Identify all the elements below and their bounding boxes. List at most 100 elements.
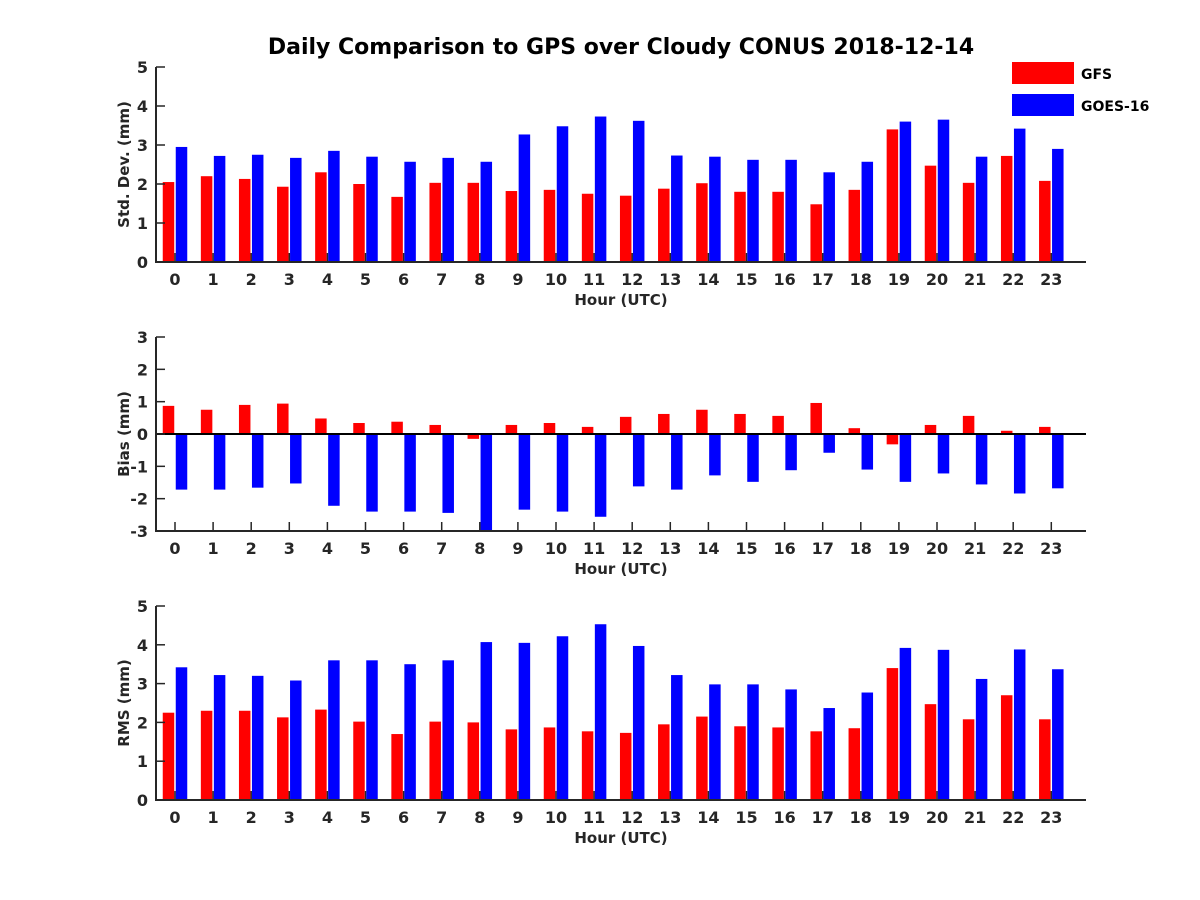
bar-gfs-20 (924, 424, 937, 434)
x-tick-label: 10 (545, 270, 567, 289)
x-tick-label: 13 (659, 270, 681, 289)
x-tick-label: 23 (1040, 270, 1062, 289)
x-tick-label: 4 (322, 270, 333, 289)
x-tick-label: 5 (360, 539, 371, 558)
bar-goes16-3 (290, 680, 302, 800)
y-axis-label: Bias (mm) (115, 391, 133, 477)
x-tick-label: 19 (888, 808, 910, 827)
x-tick-label: 21 (964, 539, 986, 558)
bar-goes16-0 (175, 146, 188, 262)
y-tick-label: 1 (137, 393, 148, 412)
bar-gfs-11 (581, 731, 594, 800)
bar-goes16-3 (290, 157, 302, 262)
bar-gfs-18 (848, 189, 861, 262)
x-tick-label: 12 (621, 808, 643, 827)
bar-goes16-6 (404, 434, 416, 512)
x-tick-label: 20 (926, 539, 948, 558)
x-tick-label: 5 (360, 808, 371, 827)
bar-gfs-3 (277, 717, 289, 800)
bar-goes16-10 (556, 126, 569, 262)
bar-gfs-20 (924, 165, 937, 262)
x-tick-label: 7 (436, 270, 447, 289)
bar-goes16-6 (404, 161, 416, 262)
bar-goes16-19 (899, 434, 912, 482)
x-tick-label: 10 (545, 539, 567, 558)
x-tick-label: 0 (169, 808, 180, 827)
bar-goes16-1 (213, 675, 226, 800)
x-tick-label: 21 (964, 808, 986, 827)
bar-gfs-7 (429, 182, 441, 262)
bar-goes16-20 (937, 649, 950, 800)
bar-gfs-21 (962, 182, 975, 262)
bar-goes16-13 (671, 155, 683, 262)
bar-gfs-10 (543, 727, 556, 800)
bar-goes16-9 (518, 642, 531, 800)
y-tick-label: 2 (137, 360, 148, 379)
x-tick-label: 1 (208, 270, 219, 289)
x-tick-label: 1 (208, 808, 219, 827)
x-tick-label: 23 (1040, 808, 1062, 827)
bar-gfs-18 (848, 428, 861, 434)
bar-gfs-21 (962, 415, 975, 434)
bar-gfs-23 (1039, 719, 1051, 800)
bar-gfs-20 (924, 704, 937, 800)
y-tick-label: 0 (137, 253, 148, 272)
x-tick-label: 13 (659, 539, 681, 558)
bar-gfs-6 (391, 734, 403, 800)
x-tick-label: 0 (169, 539, 180, 558)
bar-gfs-16 (772, 191, 784, 262)
bar-goes16-5 (366, 660, 378, 800)
bar-gfs-1 (200, 710, 213, 800)
bar-goes16-11 (594, 116, 607, 262)
bar-gfs-15 (734, 413, 746, 434)
x-tick-label: 22 (1002, 539, 1024, 558)
x-tick-label: 2 (246, 270, 257, 289)
bar-gfs-1 (200, 409, 213, 434)
x-tick-label: 14 (697, 808, 719, 827)
bar-goes16-13 (671, 434, 683, 490)
x-tick-label: 18 (850, 808, 872, 827)
y-tick-label: -3 (130, 522, 148, 541)
x-tick-label: 11 (583, 539, 605, 558)
bar-gfs-14 (696, 409, 708, 434)
y-tick-label: 2 (137, 713, 148, 732)
bar-goes16-15 (747, 434, 759, 482)
bar-goes16-20 (937, 434, 950, 474)
y-tick-label: 3 (137, 328, 148, 347)
bar-goes16-18 (861, 161, 874, 262)
x-tick-label: 1 (208, 539, 219, 558)
y-tick-label: 2 (137, 175, 148, 194)
x-tick-label: 8 (474, 808, 485, 827)
bar-gfs-12 (619, 195, 632, 262)
x-tick-label: 15 (735, 539, 757, 558)
bar-gfs-23 (1039, 426, 1051, 434)
y-axis-label: RMS (mm) (115, 659, 133, 746)
bar-gfs-18 (848, 728, 861, 800)
bar-gfs-3 (277, 186, 289, 262)
x-tick-label: 20 (926, 808, 948, 827)
bar-gfs-21 (962, 719, 975, 800)
bar-goes16-23 (1052, 669, 1064, 800)
bar-gfs-15 (734, 191, 746, 262)
bar-goes16-14 (709, 156, 721, 262)
x-tick-label: 3 (284, 270, 295, 289)
y-tick-label: 1 (137, 752, 148, 771)
bar-gfs-5 (353, 721, 365, 800)
bar-goes16-23 (1052, 148, 1064, 262)
x-tick-label: 3 (284, 539, 295, 558)
y-tick-label: 1 (137, 214, 148, 233)
bar-gfs-11 (581, 426, 594, 434)
bar-goes16-8 (480, 161, 493, 262)
bar-gfs-4 (315, 418, 327, 434)
bar-gfs-6 (391, 421, 403, 434)
x-tick-label: 17 (812, 808, 834, 827)
bar-gfs-23 (1039, 180, 1051, 262)
bar-goes16-21 (975, 678, 988, 800)
x-tick-label: 6 (398, 539, 409, 558)
x-tick-label: 6 (398, 270, 409, 289)
bar-gfs-17 (810, 402, 822, 434)
x-axis-label: Hour (UTC) (574, 291, 667, 309)
x-tick-label: 18 (850, 539, 872, 558)
bar-goes16-11 (594, 434, 607, 517)
